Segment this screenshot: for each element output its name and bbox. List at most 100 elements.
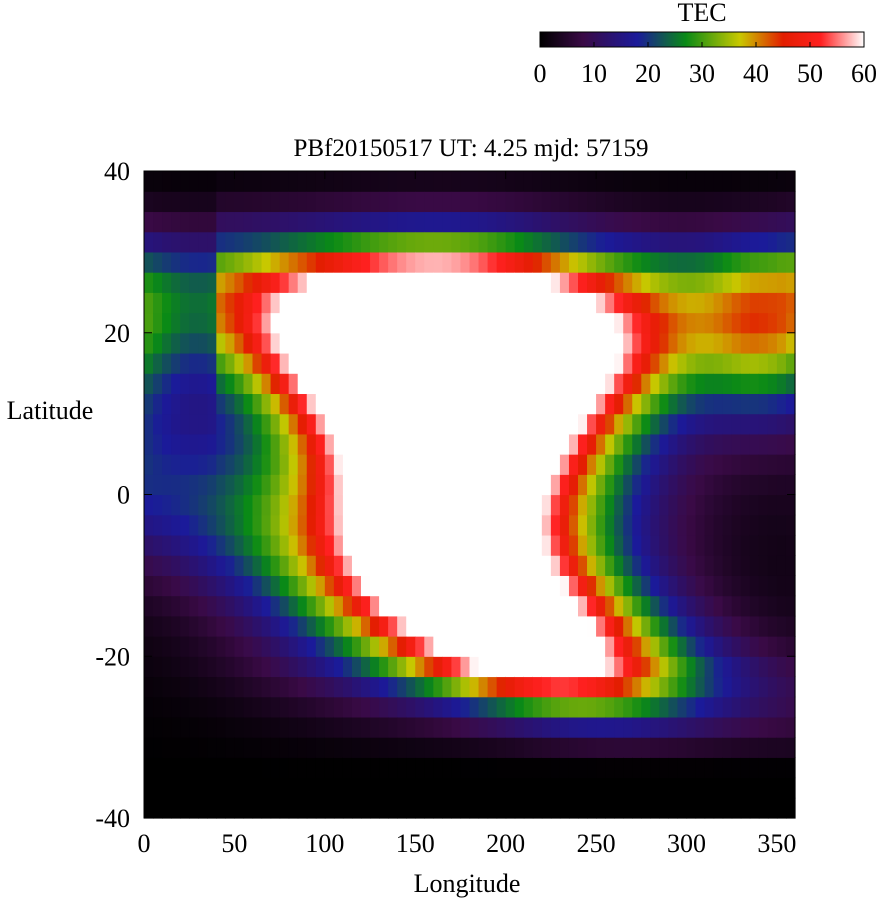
heatmap-cell bbox=[668, 494, 679, 516]
heatmap-cell bbox=[451, 575, 462, 597]
heatmap-cell bbox=[758, 171, 769, 192]
heatmap-cell bbox=[189, 777, 199, 799]
heatmap-cell bbox=[460, 636, 471, 657]
heatmap-cell bbox=[713, 615, 724, 637]
heatmap-cell bbox=[496, 575, 507, 597]
heatmap-cell bbox=[379, 393, 389, 415]
heatmap-cell bbox=[731, 696, 742, 718]
heatmap-cell bbox=[207, 676, 217, 698]
heatmap-cell bbox=[198, 171, 208, 192]
heatmap-cell bbox=[713, 433, 724, 455]
heatmap-cell bbox=[578, 514, 588, 536]
heatmap-cell bbox=[153, 615, 163, 637]
heatmap-cell bbox=[153, 454, 163, 475]
heatmap-cell bbox=[297, 595, 308, 617]
heatmap-cell bbox=[713, 231, 724, 253]
heatmap-cell bbox=[749, 797, 760, 819]
heatmap-cell bbox=[496, 555, 507, 576]
heatmap-cell bbox=[388, 494, 398, 516]
heatmap-cell bbox=[180, 211, 190, 233]
heatmap-cell bbox=[623, 433, 633, 455]
heatmap-cell bbox=[532, 191, 543, 213]
heatmap-cell bbox=[776, 615, 787, 637]
heatmap-cell bbox=[162, 696, 172, 718]
heatmap-cell bbox=[189, 555, 199, 576]
heatmap-cell bbox=[225, 292, 236, 314]
heatmap-cell bbox=[306, 676, 317, 698]
heatmap-cell bbox=[144, 615, 154, 637]
heatmap-cell bbox=[225, 595, 236, 617]
heatmap-cell bbox=[668, 292, 679, 314]
heatmap-cell bbox=[722, 312, 733, 334]
heatmap-cell bbox=[740, 292, 751, 314]
heatmap-cell bbox=[333, 272, 344, 293]
heatmap-cell bbox=[306, 272, 317, 293]
heatmap-cell bbox=[713, 696, 724, 718]
heatmap-cell bbox=[162, 272, 172, 293]
heatmap-cell bbox=[361, 575, 371, 597]
heatmap-cell bbox=[677, 595, 688, 617]
heatmap-cell bbox=[505, 312, 516, 334]
heatmap-cell bbox=[749, 716, 760, 738]
heatmap-cell bbox=[342, 797, 353, 819]
heatmap-cell bbox=[641, 575, 651, 597]
heatmap-cell bbox=[496, 797, 507, 819]
heatmap-cell bbox=[568, 171, 579, 192]
heatmap-cell bbox=[442, 312, 453, 334]
heatmap-cell bbox=[406, 231, 416, 253]
heatmap-cell bbox=[162, 534, 172, 556]
heatmap-cell bbox=[587, 454, 597, 475]
heatmap-cell bbox=[361, 757, 371, 779]
heatmap-cell bbox=[171, 737, 181, 758]
heatmap-cell bbox=[632, 595, 642, 617]
heatmap-cell bbox=[225, 716, 236, 738]
heatmap-cell bbox=[225, 474, 236, 496]
heatmap-cell bbox=[225, 514, 236, 536]
heatmap-cell bbox=[487, 514, 498, 536]
heatmap-cell bbox=[342, 555, 353, 576]
heatmap-cell bbox=[252, 494, 263, 516]
heatmap-cell bbox=[288, 797, 299, 819]
heatmap-cell bbox=[785, 494, 796, 516]
heatmap-cell bbox=[496, 716, 507, 738]
heatmap-cell bbox=[153, 393, 163, 415]
heatmap-cell bbox=[207, 332, 217, 354]
heatmap-cell bbox=[388, 757, 398, 779]
heatmap-cell bbox=[216, 292, 226, 314]
heatmap-cell bbox=[469, 494, 480, 516]
heatmap-cell bbox=[388, 292, 398, 314]
heatmap-cell bbox=[388, 332, 398, 354]
heatmap-cell bbox=[342, 312, 353, 334]
heatmap-cell bbox=[306, 332, 317, 354]
heatmap-cell bbox=[342, 413, 353, 435]
heatmap-cell bbox=[641, 676, 651, 698]
heatmap-cell bbox=[614, 211, 624, 233]
heatmap-cell bbox=[478, 797, 489, 819]
heatmap-cell bbox=[614, 737, 624, 758]
heatmap-cell bbox=[342, 696, 353, 718]
heatmap-cell bbox=[297, 292, 308, 314]
heatmap-cell bbox=[451, 636, 462, 657]
heatmap-cell bbox=[180, 332, 190, 354]
heatmap-cell bbox=[587, 777, 597, 799]
heatmap-cell bbox=[388, 211, 398, 233]
heatmap-cell bbox=[785, 454, 796, 475]
heatmap-cell bbox=[496, 777, 507, 799]
heatmap-cell bbox=[153, 474, 163, 496]
heatmap-cell bbox=[451, 777, 462, 799]
heatmap-cell bbox=[785, 696, 796, 718]
heatmap-cell bbox=[650, 534, 660, 556]
heatmap-cell bbox=[704, 636, 715, 657]
heatmap-cell bbox=[207, 191, 217, 213]
y-tick-label: -20 bbox=[95, 642, 130, 671]
heatmap-cell bbox=[659, 393, 670, 415]
heatmap-cell bbox=[333, 251, 344, 273]
heatmap-cell bbox=[541, 757, 552, 779]
heatmap-cell bbox=[523, 251, 534, 273]
heatmap-cell bbox=[225, 676, 236, 698]
heatmap-cell bbox=[614, 534, 624, 556]
heatmap-cell bbox=[532, 615, 543, 637]
heatmap-cell bbox=[261, 292, 272, 314]
heatmap-cell bbox=[532, 231, 543, 253]
